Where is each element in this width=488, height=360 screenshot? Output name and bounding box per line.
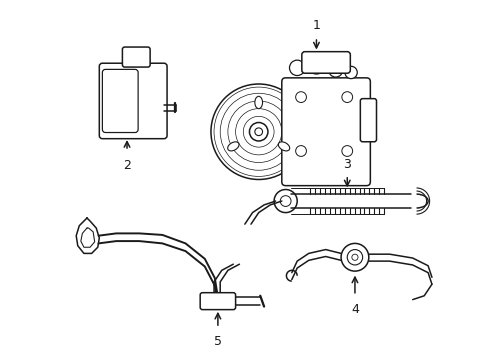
FancyBboxPatch shape xyxy=(360,99,376,142)
Text: 1: 1 xyxy=(312,19,320,32)
Circle shape xyxy=(274,189,297,213)
Circle shape xyxy=(344,66,357,78)
FancyBboxPatch shape xyxy=(301,52,349,73)
Circle shape xyxy=(341,92,352,103)
Ellipse shape xyxy=(227,142,239,151)
Circle shape xyxy=(249,122,267,141)
FancyBboxPatch shape xyxy=(200,293,235,310)
FancyBboxPatch shape xyxy=(102,69,138,132)
Circle shape xyxy=(341,145,352,156)
Circle shape xyxy=(295,92,306,103)
Text: 5: 5 xyxy=(213,335,222,348)
Circle shape xyxy=(289,60,305,76)
Circle shape xyxy=(295,145,306,156)
FancyBboxPatch shape xyxy=(122,47,150,67)
Text: 3: 3 xyxy=(343,158,350,171)
Text: 2: 2 xyxy=(123,159,131,172)
Ellipse shape xyxy=(254,96,262,109)
Ellipse shape xyxy=(278,142,289,151)
Text: 4: 4 xyxy=(350,303,358,316)
FancyBboxPatch shape xyxy=(99,63,167,139)
Circle shape xyxy=(210,84,306,180)
Circle shape xyxy=(306,55,325,74)
Circle shape xyxy=(341,243,368,271)
Circle shape xyxy=(328,63,342,77)
FancyBboxPatch shape xyxy=(281,78,369,186)
